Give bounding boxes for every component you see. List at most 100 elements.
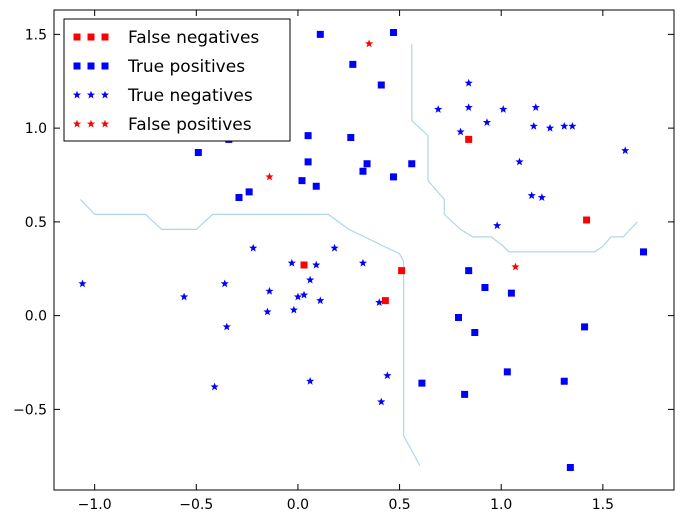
- data-point: [566, 464, 574, 471]
- data-point: [511, 262, 520, 271]
- series-true-positives: [194, 29, 648, 471]
- x-tick-label: 1.5: [592, 497, 614, 513]
- data-point: [289, 305, 298, 314]
- data-point: [482, 118, 492, 126]
- data-point: [621, 146, 630, 155]
- data-point: [235, 194, 243, 201]
- data-point: [210, 382, 219, 391]
- legend-marker: [73, 33, 81, 41]
- data-point: [377, 81, 385, 89]
- data-point: [78, 279, 87, 288]
- data-point: [503, 368, 511, 376]
- data-point: [456, 127, 465, 136]
- data-point: [293, 292, 303, 301]
- series-true-negatives: [78, 78, 630, 406]
- y-tick-label: 0.5: [25, 215, 47, 231]
- axis-ticks: −1.0 −0.5 0.0 0.5 1.0 1.5 −0.5 0.0 0.5 1.0 1.5: [13, 10, 674, 513]
- data-point: [245, 188, 253, 196]
- data-point: [347, 134, 355, 141]
- legend-marker: [101, 33, 109, 41]
- data-points: [78, 29, 648, 471]
- data-point: [381, 297, 389, 305]
- data-point: [265, 286, 274, 295]
- y-tick-label: 1.0: [25, 121, 47, 137]
- data-point: [222, 322, 231, 331]
- plot-frame: [53, 9, 675, 491]
- data-point: [377, 397, 386, 406]
- y-tick-label: 0.0: [25, 309, 47, 325]
- data-point: [581, 323, 589, 331]
- data-point: [461, 390, 469, 398]
- data-point: [418, 379, 426, 387]
- data-point: [364, 39, 374, 48]
- x-tick-label: −1.0: [78, 497, 112, 513]
- legend-marker: [101, 62, 109, 70]
- data-point: [383, 371, 392, 380]
- data-point: [465, 135, 473, 143]
- data-point: [300, 261, 308, 269]
- legend-marker: [86, 119, 96, 128]
- legend-label: True positives: [127, 57, 245, 77]
- data-point: [455, 314, 463, 321]
- data-point: [499, 105, 508, 113]
- data-point: [545, 123, 555, 132]
- data-point: [389, 29, 397, 36]
- x-tick-label: 0.0: [287, 497, 309, 513]
- data-point: [583, 216, 591, 224]
- data-point: [560, 377, 568, 385]
- series-false-positives: [265, 39, 520, 271]
- data-point: [299, 290, 309, 299]
- data-point: [298, 177, 306, 185]
- data-point: [375, 298, 384, 306]
- data-point: [316, 296, 325, 305]
- legend-marker: [100, 119, 110, 128]
- legend: False negatives True positives True negati…: [63, 18, 291, 142]
- data-point: [434, 105, 443, 113]
- legend-marker: [73, 62, 81, 70]
- y-tick-label: −0.5: [13, 402, 47, 418]
- data-point: [180, 292, 189, 301]
- legend-entry: False negatives: [73, 28, 259, 48]
- decision-boundary-line-2: [411, 43, 638, 253]
- data-point: [349, 60, 357, 68]
- data-point: [464, 103, 473, 111]
- data-point: [398, 267, 406, 275]
- data-point: [531, 103, 540, 111]
- data-point: [312, 260, 321, 269]
- legend-label: False positives: [128, 115, 252, 135]
- data-point: [330, 243, 339, 252]
- data-point: [312, 182, 320, 190]
- data-point: [263, 307, 272, 316]
- legend-marker: [72, 90, 82, 99]
- data-point: [287, 258, 296, 267]
- legend-marker: [87, 62, 95, 70]
- data-point: [465, 267, 473, 275]
- data-point: [389, 173, 397, 181]
- legend-entry: True negatives: [72, 86, 253, 106]
- legend-marker: [86, 90, 96, 99]
- legend-marker: [87, 33, 95, 41]
- data-point: [358, 258, 368, 267]
- data-point: [640, 248, 648, 256]
- data-point: [507, 289, 515, 297]
- data-point: [363, 160, 371, 168]
- legend-entry: False positives: [72, 115, 252, 135]
- decision-boundary-line-1: [79, 198, 421, 466]
- data-point: [304, 132, 312, 140]
- x-tick-label: −0.5: [179, 497, 213, 513]
- legend-label: True negatives: [127, 86, 253, 106]
- data-point: [481, 284, 489, 291]
- data-point: [515, 157, 524, 166]
- data-point: [568, 121, 577, 130]
- data-point: [249, 243, 258, 252]
- data-point: [560, 121, 569, 130]
- data-point: [220, 279, 229, 288]
- data-point: [527, 191, 536, 200]
- legend-marker: [100, 90, 110, 99]
- legend-label: False negatives: [128, 28, 259, 48]
- decision-boundary: [79, 43, 638, 466]
- data-point: [306, 376, 315, 385]
- data-point: [304, 158, 312, 166]
- data-point: [265, 172, 274, 181]
